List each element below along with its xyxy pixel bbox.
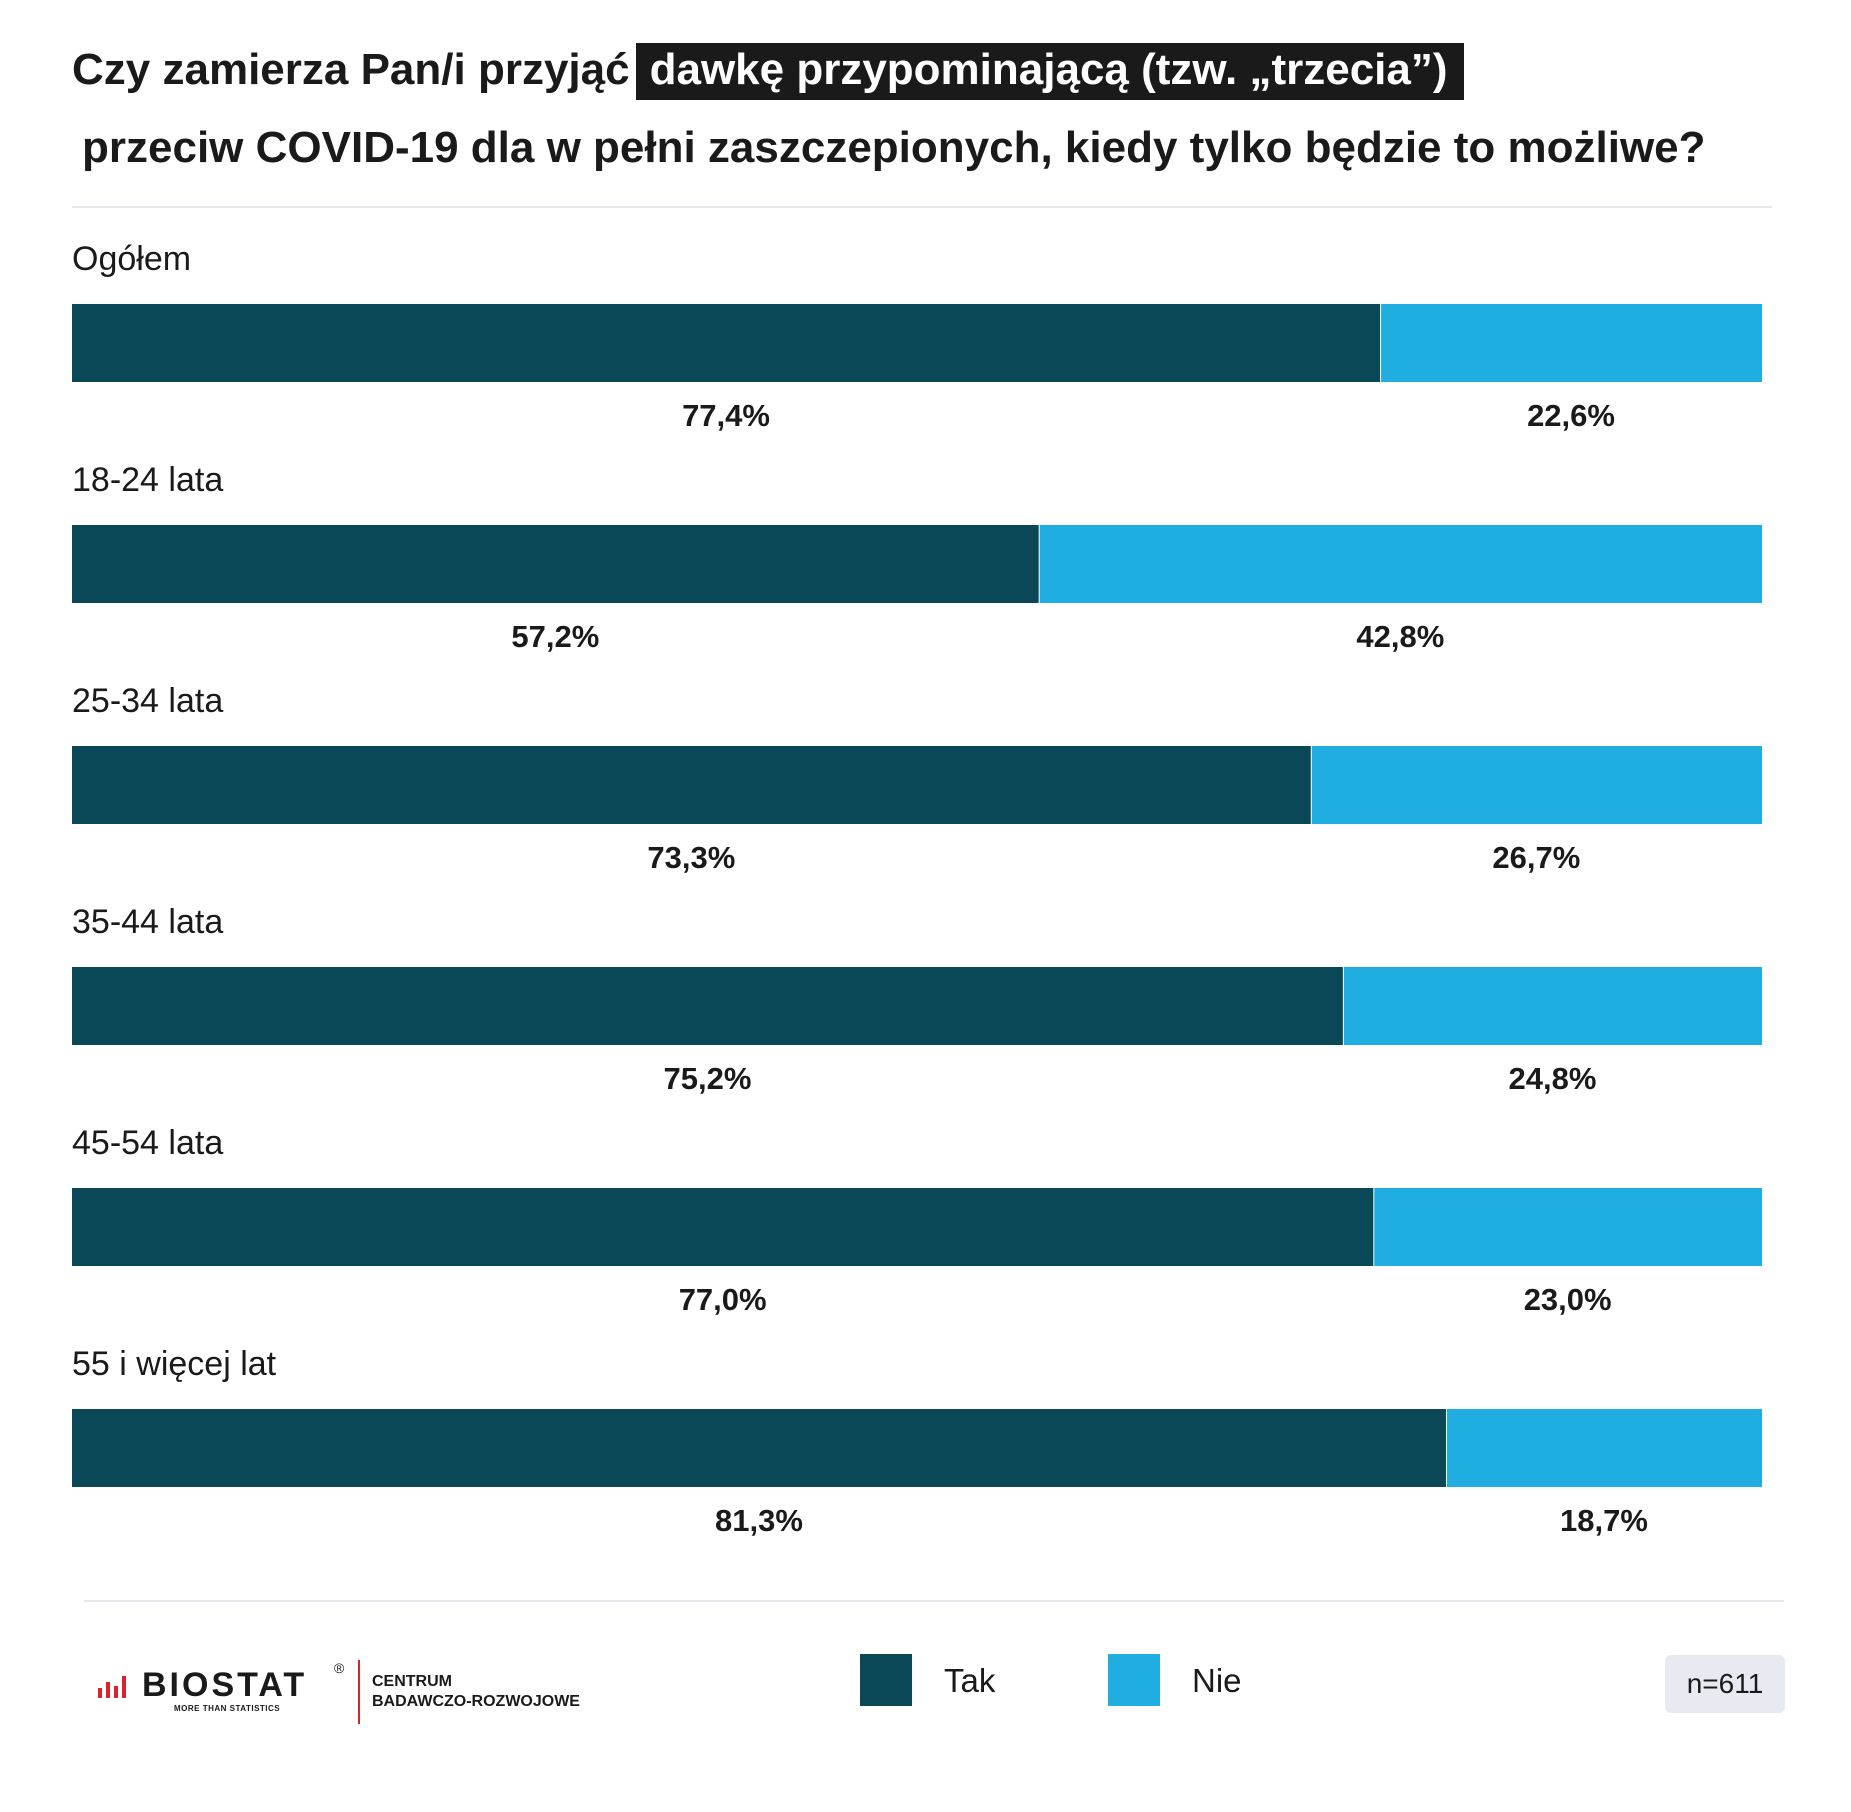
logo-subtitle: CENTRUM BADAWCZO-ROZWOJOWE xyxy=(372,1672,580,1712)
logo-wordmark: BIOSTAT xyxy=(142,1666,308,1704)
data-label-tak: 75,2% xyxy=(663,1061,751,1096)
sample-size-badge: n=611 xyxy=(1665,1655,1785,1713)
data-label-tak: 73,3% xyxy=(647,840,735,875)
chart-title-line-1: Czy zamierza Pan/i przyjąć dawkę przypomi… xyxy=(72,40,1464,100)
logo-subtitle-line-2: BADAWCZO-ROZWOJOWE xyxy=(372,1693,580,1710)
data-label-nie: 18,7% xyxy=(1560,1503,1648,1538)
legend-swatch-tak xyxy=(860,1654,912,1706)
data-label-nie: 26,7% xyxy=(1492,840,1580,875)
bar-tak xyxy=(72,1409,1446,1487)
legend-label-tak: Tak xyxy=(944,1662,996,1699)
title-highlight: dawkę przypominającą (tzw. „trzecia”) xyxy=(635,43,1464,100)
category-label: 45-54 lata xyxy=(72,1124,223,1162)
data-label-tak: 57,2% xyxy=(511,619,599,654)
logo-bars-icon xyxy=(98,1674,134,1698)
category-label: 25-34 lata xyxy=(72,682,223,720)
data-label-tak: 81,3% xyxy=(715,1503,803,1538)
legend-label-nie: Nie xyxy=(1192,1662,1242,1699)
logo-separator xyxy=(358,1660,360,1724)
bar-tak xyxy=(72,746,1311,824)
category-label: 18-24 lata xyxy=(72,461,223,499)
bar-tak xyxy=(72,967,1343,1045)
category-label: Ogółem xyxy=(72,240,191,278)
data-label-nie: 23,0% xyxy=(1524,1282,1612,1317)
bar-nie xyxy=(1311,746,1762,824)
bar-tak xyxy=(72,1188,1374,1266)
bar-tak xyxy=(72,304,1381,382)
top-divider xyxy=(72,206,1772,208)
bottom-divider xyxy=(84,1600,1784,1602)
data-label-nie: 22,6% xyxy=(1527,398,1615,433)
title-part-1: Czy zamierza Pan/i przyjąć xyxy=(72,45,630,94)
bar-nie xyxy=(1374,1188,1762,1266)
data-label-tak: 77,0% xyxy=(679,1282,767,1317)
data-label-tak: 77,4% xyxy=(682,398,770,433)
category-label: 35-44 lata xyxy=(72,903,223,941)
logo-tagline: MORE THAN STATISTICS xyxy=(174,1704,281,1713)
bar-nie xyxy=(1343,967,1762,1045)
data-label-nie: 24,8% xyxy=(1508,1061,1596,1096)
category-label: 55 i więcej lat xyxy=(72,1345,277,1383)
data-label-nie: 42,8% xyxy=(1356,619,1444,654)
logo-subtitle-line-1: CENTRUM xyxy=(372,1673,452,1690)
bar-nie xyxy=(1446,1409,1762,1487)
chart-title-line-2: przeciw COVID-19 dla w pełni zaszczepion… xyxy=(82,123,1706,172)
bar-nie xyxy=(1039,525,1762,603)
bar-nie xyxy=(1381,304,1762,382)
logo-registered-mark: ® xyxy=(334,1660,345,1676)
bar-tak xyxy=(72,525,1039,603)
legend-swatch-nie xyxy=(1108,1654,1160,1706)
